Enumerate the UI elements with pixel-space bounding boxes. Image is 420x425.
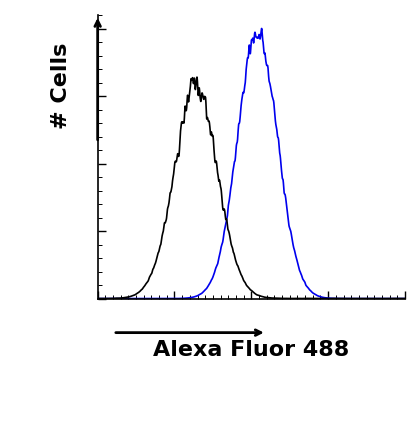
Text: # Cells: # Cells: [51, 42, 71, 129]
Text: Alexa Fluor 488: Alexa Fluor 488: [153, 340, 349, 360]
